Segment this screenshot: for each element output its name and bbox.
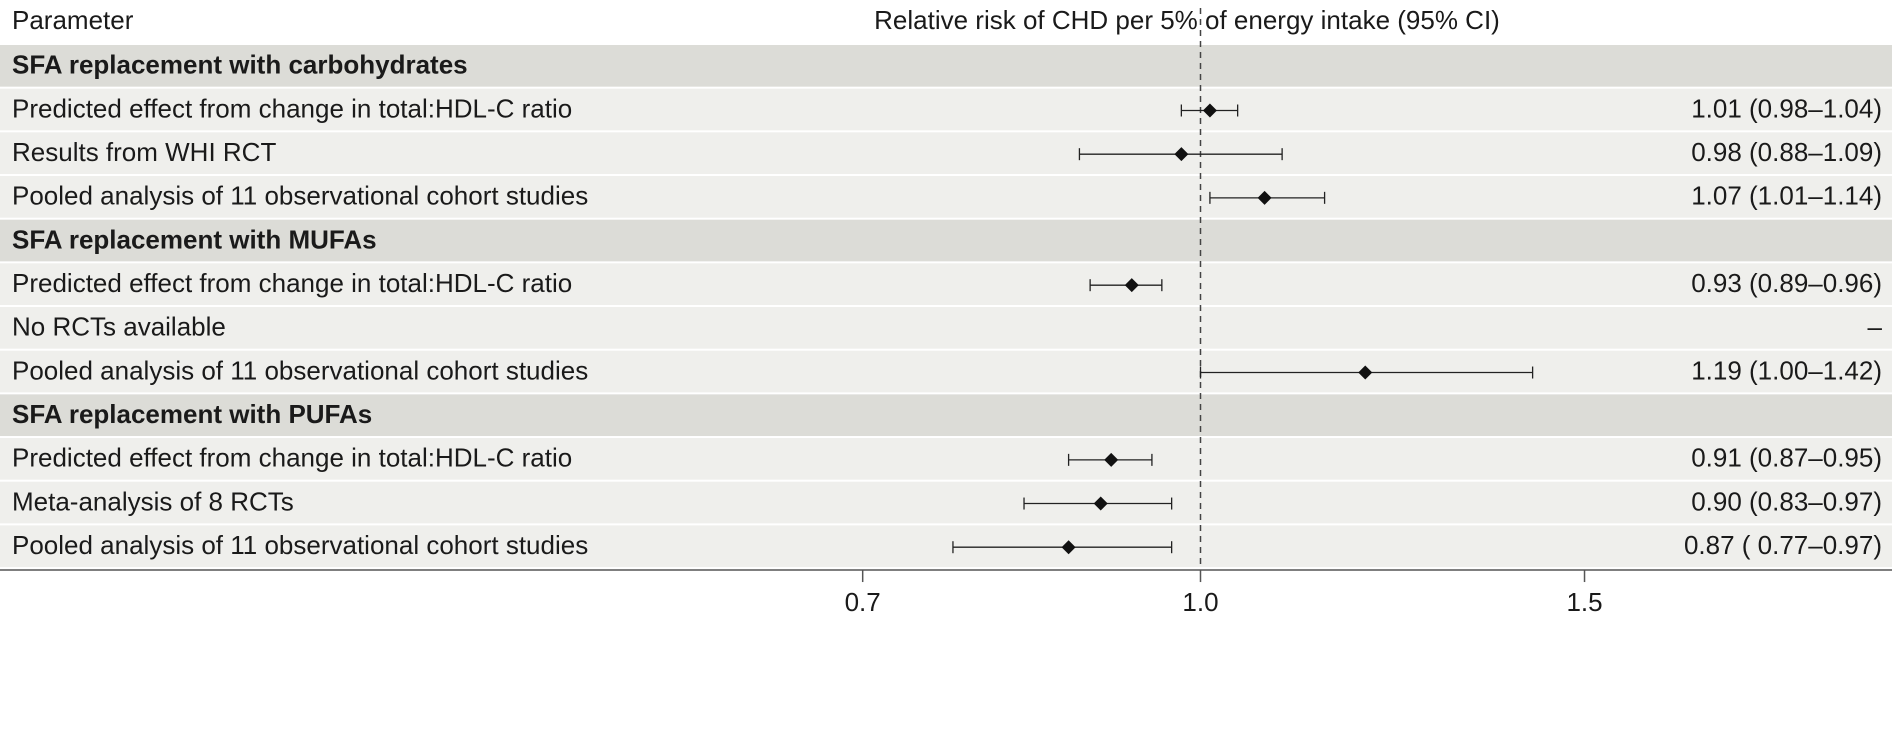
estimate-marker [1124, 278, 1139, 293]
column-header: Parameter [12, 5, 134, 35]
estimate-marker [1174, 147, 1189, 162]
data-row [0, 525, 1892, 568]
estimate-marker [1358, 365, 1373, 380]
estimate-marker [1093, 496, 1108, 511]
ci-label: 0.98 (0.88–1.09) [1691, 137, 1882, 167]
x-axis-title: Relative risk of CHD per 5% of energy in… [874, 5, 1500, 35]
group-title: SFA replacement with carbohydrates [12, 50, 468, 80]
ci-label: 1.07 (1.01–1.14) [1691, 181, 1882, 211]
data-row [0, 481, 1892, 524]
ci-label: 1.19 (1.00–1.42) [1691, 355, 1882, 385]
row-label: Pooled analysis of 11 observational coho… [12, 530, 588, 560]
ci-label: – [1868, 312, 1883, 342]
estimate-marker [1257, 190, 1272, 205]
x-tick-label: 1.5 [1566, 587, 1602, 617]
group-row [0, 394, 1892, 437]
data-row [0, 438, 1892, 480]
x-tick-label: 1.0 [1182, 587, 1218, 617]
ci-label: 0.90 (0.83–0.97) [1691, 486, 1882, 516]
row-label: Predicted effect from change in total:HD… [12, 268, 572, 298]
estimate-marker [1202, 103, 1217, 118]
data-row [0, 350, 1892, 393]
row-label: Pooled analysis of 11 observational coho… [12, 181, 588, 211]
row-label: Meta-analysis of 8 RCTs [12, 486, 294, 516]
data-row [0, 132, 1892, 175]
group-row [0, 45, 1892, 87]
group-title: SFA replacement with MUFAs [12, 224, 377, 254]
ci-label: 0.93 (0.89–0.96) [1691, 268, 1882, 298]
row-label: Predicted effect from change in total:HD… [12, 443, 572, 473]
ci-label: 0.87 ( 0.77–0.97) [1684, 530, 1882, 560]
estimate-marker [1061, 540, 1076, 555]
data-row [0, 307, 1892, 349]
row-label: No RCTs available [12, 312, 226, 342]
group-row [0, 219, 1892, 262]
ci-label: 1.01 (0.98–1.04) [1691, 93, 1882, 123]
row-label: Results from WHI RCT [12, 137, 276, 167]
estimate-marker [1104, 452, 1119, 467]
group-title: SFA replacement with PUFAs [12, 399, 372, 429]
data-row [0, 88, 1892, 131]
data-row [0, 176, 1892, 218]
ci-label: 0.91 (0.87–0.95) [1691, 443, 1882, 473]
x-tick-label: 0.7 [845, 587, 881, 617]
row-label: Pooled analysis of 11 observational coho… [12, 355, 588, 385]
row-label: Predicted effect from change in total:HD… [12, 93, 572, 123]
data-row [0, 263, 1892, 306]
